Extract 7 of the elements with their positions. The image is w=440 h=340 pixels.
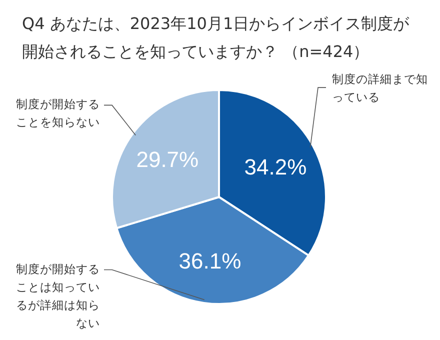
data-label: 34.2%: [244, 154, 307, 180]
slice-label: 制度が開始することを知らない: [15, 96, 100, 132]
slice-label: 制度の詳細まで知っている: [332, 70, 428, 106]
chart-title: Q4 あなたは、2023年10月1日からインボイス制度が開始されることを知っていますか？ （n=424）: [22, 13, 410, 63]
data-label: 29.7%: [136, 146, 199, 172]
slice-label: 制度が開始することは知っているが詳細は知らない: [15, 260, 100, 332]
data-label: 36.1%: [178, 248, 242, 274]
